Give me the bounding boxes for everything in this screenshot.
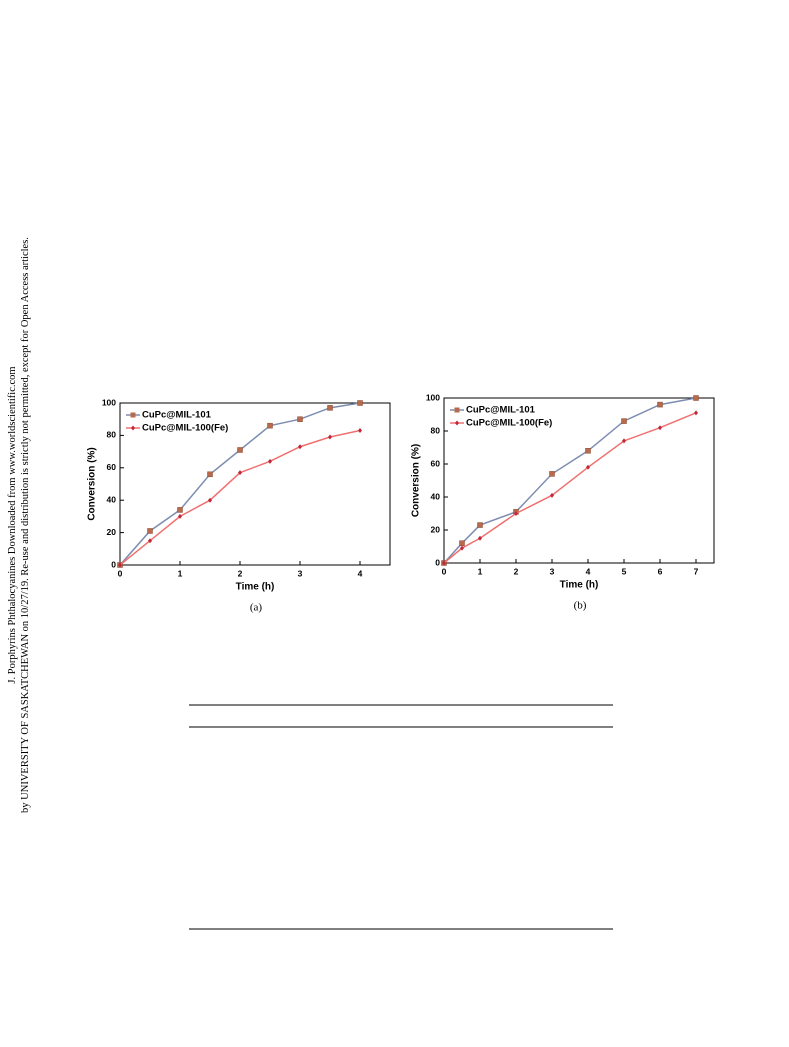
y-tick-label: 80 bbox=[107, 430, 117, 440]
marker bbox=[586, 464, 590, 470]
y-axis-title: Conversion (%) bbox=[87, 447, 98, 520]
marker bbox=[694, 410, 698, 416]
marker bbox=[658, 425, 662, 431]
x-axis-title: Time (h) bbox=[560, 580, 599, 591]
marker bbox=[549, 471, 555, 477]
marker bbox=[268, 458, 272, 464]
marker bbox=[478, 535, 482, 541]
plot-frame bbox=[443, 397, 715, 564]
x-tick-label: 4 bbox=[358, 568, 363, 578]
plot-frame bbox=[119, 402, 391, 566]
marker bbox=[657, 401, 663, 408]
marker bbox=[328, 434, 332, 440]
marker bbox=[237, 447, 243, 453]
x-tick-label: 7 bbox=[694, 566, 699, 576]
marker bbox=[585, 448, 591, 454]
y-tick-label: 20 bbox=[431, 524, 441, 534]
marker bbox=[177, 507, 183, 513]
x-tick-label: 1 bbox=[178, 568, 183, 578]
marker bbox=[477, 522, 483, 528]
marker bbox=[327, 405, 333, 411]
legend-label: CuPc@MIL-101 bbox=[142, 410, 212, 421]
marker bbox=[267, 422, 273, 429]
x-tick-label: 2 bbox=[238, 568, 243, 578]
marker bbox=[358, 428, 362, 434]
sidebar-line: by UNIVERSITY OF SASKATCHEWAN on 10/27/1… bbox=[20, 237, 31, 813]
legend-label: CuPc@MIL-101 bbox=[466, 405, 536, 416]
legend-marker bbox=[454, 407, 460, 413]
legend-marker bbox=[130, 412, 136, 418]
marker bbox=[207, 471, 213, 478]
x-tick-label: 6 bbox=[658, 566, 663, 576]
marker bbox=[298, 444, 302, 450]
marker bbox=[622, 438, 626, 444]
marker bbox=[460, 545, 464, 551]
marker bbox=[459, 540, 465, 546]
x-tick-label: 4 bbox=[586, 566, 591, 576]
marker bbox=[621, 418, 627, 424]
y-axis-title: Conversion (%) bbox=[411, 444, 422, 517]
y-tick-label: 0 bbox=[111, 559, 116, 569]
marker bbox=[550, 492, 554, 498]
marker bbox=[297, 416, 303, 422]
legend-label: CuPc@MIL-100(Fe) bbox=[466, 418, 552, 429]
marker bbox=[178, 513, 182, 519]
marker bbox=[442, 560, 446, 566]
sidebar-line: J. Porphyrins Phthalocyanines Downloaded… bbox=[7, 366, 18, 683]
y-tick-label: 60 bbox=[107, 462, 117, 472]
marker bbox=[147, 528, 153, 534]
marker bbox=[238, 470, 242, 476]
y-tick-label: 80 bbox=[431, 425, 441, 435]
legend-label: CuPc@MIL-100(Fe) bbox=[142, 423, 228, 434]
y-tick-label: 40 bbox=[431, 491, 441, 501]
legend-marker bbox=[455, 420, 459, 426]
series-line bbox=[443, 412, 697, 564]
y-tick-label: 100 bbox=[102, 397, 116, 407]
x-tick-label: 5 bbox=[622, 566, 627, 576]
marker bbox=[693, 395, 699, 401]
x-tick-label: 0 bbox=[118, 568, 123, 578]
caption: (a) bbox=[250, 602, 263, 614]
y-tick-label: 100 bbox=[426, 392, 440, 402]
legend-marker bbox=[131, 425, 135, 431]
x-tick-label: 3 bbox=[550, 566, 555, 576]
x-tick-label: 3 bbox=[298, 568, 303, 578]
y-tick-label: 40 bbox=[107, 494, 117, 504]
x-tick-label: 2 bbox=[514, 566, 519, 576]
y-tick-label: 0 bbox=[435, 557, 440, 567]
x-axis-title: Time (h) bbox=[236, 582, 275, 593]
caption: (b) bbox=[574, 600, 587, 612]
y-tick-label: 20 bbox=[107, 527, 117, 537]
marker bbox=[514, 511, 518, 516]
x-tick-label: 1 bbox=[478, 566, 483, 576]
x-tick-label: 0 bbox=[442, 566, 447, 576]
marker bbox=[208, 497, 212, 503]
marker bbox=[148, 538, 152, 544]
y-tick-label: 60 bbox=[431, 458, 441, 468]
marker bbox=[118, 562, 122, 568]
marker bbox=[357, 400, 363, 406]
